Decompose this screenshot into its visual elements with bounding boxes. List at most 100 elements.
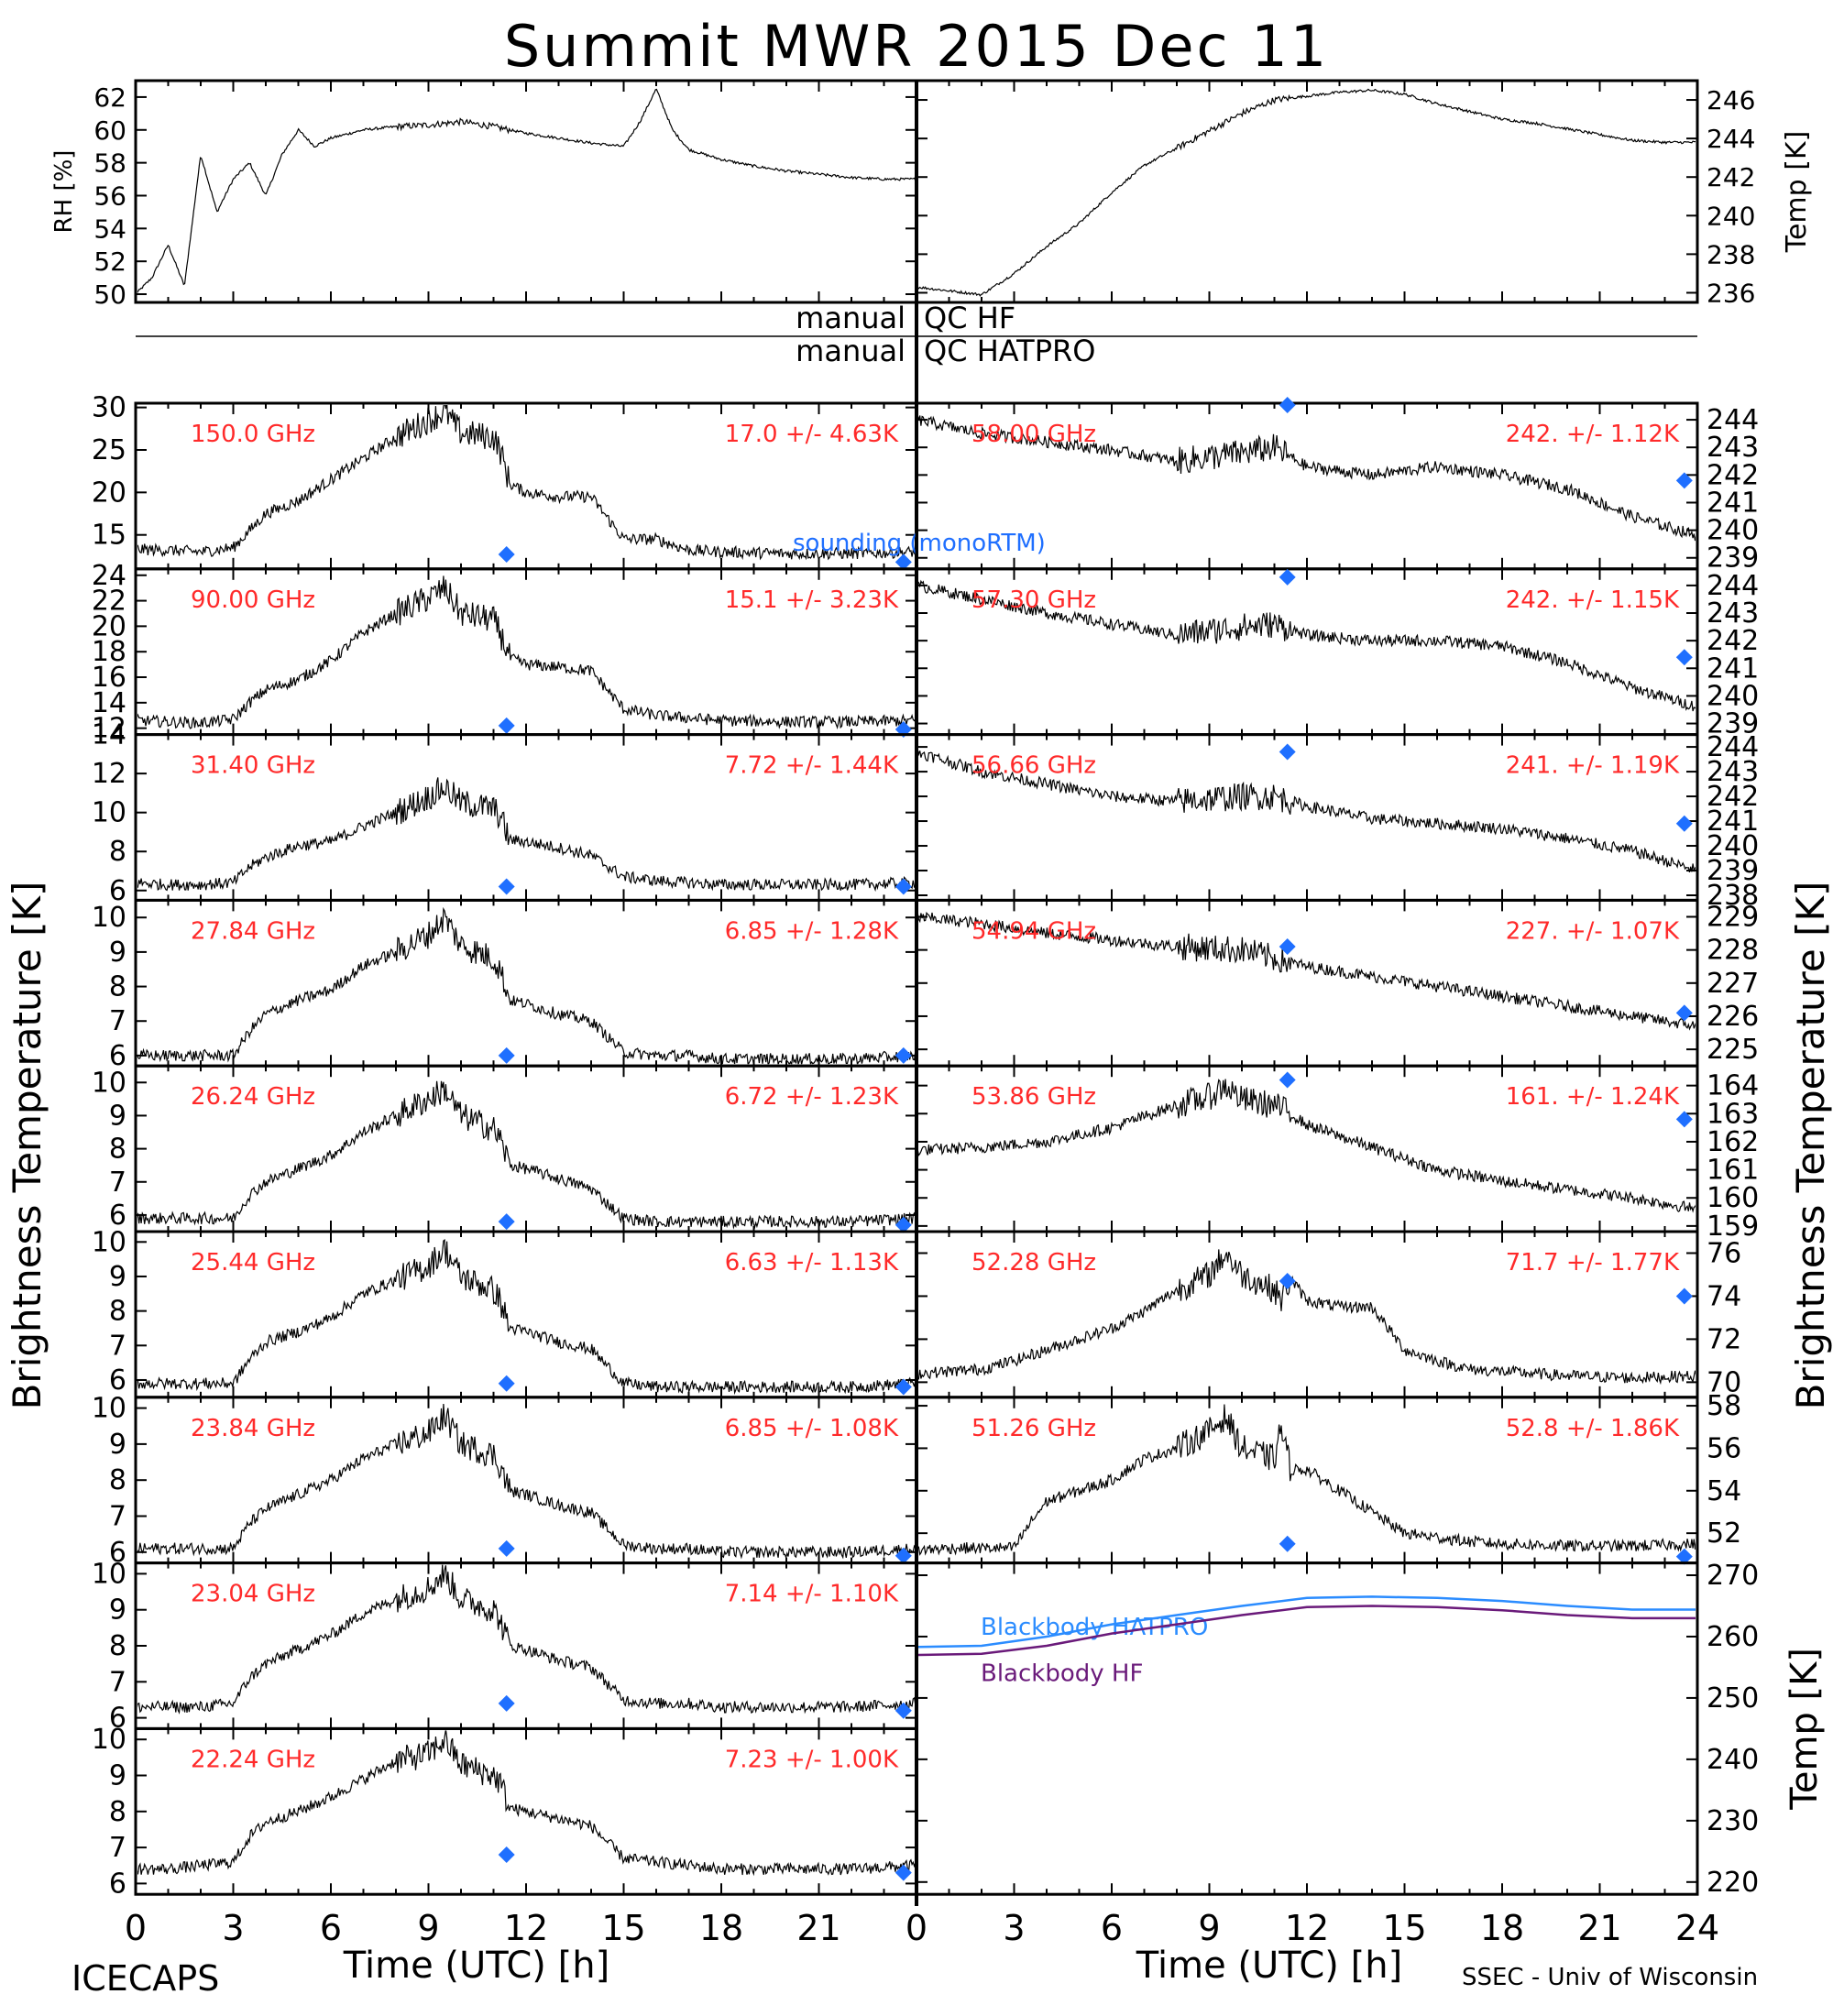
freq-label: 23.04 GHz [191, 1581, 315, 1608]
freq-label: 31.40 GHz [191, 752, 315, 780]
y-tick-label: 270 [1707, 1560, 1759, 1592]
data-trace [137, 575, 915, 729]
y-tick-label: 10 [92, 1558, 126, 1590]
stat-label: 161. +/- 1.24K [1506, 1083, 1680, 1111]
stat-label: 242. +/- 1.15K [1506, 586, 1680, 614]
stat-label: 227. +/- 1.07K [1506, 917, 1680, 945]
qc-hf-label: manual [796, 301, 906, 335]
y-tick-label: 20 [92, 477, 126, 509]
data-trace [918, 750, 1696, 873]
stat-label: 71.7 +/- 1.77K [1506, 1249, 1680, 1276]
freq-label: 51.26 GHz [971, 1415, 1096, 1442]
x-tick-label: 21 [796, 1908, 840, 1948]
sounding-marker [498, 546, 515, 564]
y-tick-label: 52 [93, 247, 126, 277]
y-tick-label: 50 [93, 279, 126, 310]
y-tick-label: 238 [1707, 880, 1759, 912]
y-tick-label: 8 [109, 971, 126, 1003]
y-tick-label: 12 [92, 758, 126, 790]
y-tick-label: 8 [109, 1134, 126, 1166]
y-tick-label: 7 [109, 1501, 126, 1533]
stat-label: 241. +/- 1.19K [1506, 752, 1680, 780]
panel-L8: 6 7 89 10 23.04 GHz 7.14 +/- 1.10K [92, 1558, 918, 1735]
sounding-marker [895, 1216, 912, 1233]
left-ylabel: Brightness Temperature [K] [5, 882, 49, 1410]
sounding-marker [1675, 1111, 1693, 1128]
y-tick-label: 240 [1707, 1744, 1759, 1776]
sounding-marker [895, 1864, 912, 1881]
data-trace [918, 1079, 1696, 1213]
y-tick-label: 22 [92, 586, 126, 618]
sounding-marker [498, 878, 515, 895]
x-tick-label: 12 [1285, 1908, 1329, 1948]
y-tick-label: 230 [1707, 1805, 1759, 1837]
y-tick-label: 6 [109, 875, 126, 907]
y-tick-label: 242 [1707, 162, 1755, 192]
sounding-marker [895, 1046, 912, 1064]
y-tick-label: 229 [1707, 901, 1759, 933]
panel-temp: 236 238 240 242 244 246 Temp [K] [915, 79, 1813, 308]
freq-label: 56.66 GHz [971, 752, 1096, 780]
panel-L7: 6 7 89 10 23.84 GHz 6.85 +/- 1.08K [92, 1393, 918, 1569]
panel-R7: 52 54 56 58 51.26 GHz 52.8 +/- 1.86K [915, 1390, 1741, 1565]
sounding-marker [895, 1702, 912, 1719]
data-trace [137, 1564, 915, 1715]
sounding-marker [1279, 397, 1296, 413]
y-tick-label: 7 [109, 1005, 126, 1037]
y-tick-label: 54 [93, 214, 126, 244]
y-tick-label: 241 [1707, 487, 1759, 519]
y-tick-label: 70 [1707, 1366, 1741, 1398]
y-tick-label: 8 [109, 1296, 126, 1328]
y-tick-label: 24 [92, 560, 126, 592]
y-tick-label: 9 [109, 937, 126, 969]
y-tick-label: 7 [109, 1330, 126, 1362]
freq-label: 54.94 GHz [971, 917, 1096, 945]
y-tick-label: 250 [1707, 1682, 1759, 1715]
y-tick-label: 12 [92, 713, 126, 745]
y-tick-label: 18 [92, 636, 126, 668]
sounding-marker [498, 1046, 515, 1064]
y-tick-label: 220 [1707, 1867, 1759, 1899]
y-tick-label: 54 [1707, 1475, 1741, 1507]
x-tick-label: 3 [1003, 1908, 1025, 1948]
sounding-marker [895, 878, 912, 895]
x-axis-label-right: Time (UTC) [h] [1136, 1945, 1402, 1987]
panel-L1: 15 20 25 30 150.0 GHz 17.0 +/- 4.63K sounding … [92, 392, 1046, 571]
y-tick-label: 240 [1707, 201, 1755, 231]
y-tick-label: 10 [92, 797, 126, 829]
y-tick-label: 10 [92, 1067, 126, 1099]
sounding-marker [1675, 1548, 1693, 1565]
sounding-marker [498, 717, 515, 734]
freq-label: 26.24 GHz [191, 1083, 315, 1111]
y-tick-label: 56 [93, 181, 126, 211]
data-trace [137, 777, 915, 893]
x-tick-label: 21 [1577, 1908, 1621, 1948]
stat-label: 7.14 +/- 1.10K [725, 1581, 899, 1608]
y-tick-label: 163 [1707, 1098, 1759, 1130]
y-tick-label: 16 [92, 662, 126, 694]
y-tick-label: 226 [1707, 1001, 1759, 1033]
stat-label: 242. +/- 1.12K [1506, 421, 1680, 448]
y-tick-label: 14 [92, 687, 126, 719]
y-tick-label: 76 [1707, 1237, 1741, 1269]
chart-title: Summit MWR 2015 Dec 11 [504, 13, 1329, 80]
y-tick-label: 225 [1707, 1034, 1759, 1066]
data-trace [918, 579, 1696, 712]
stat-label: 6.63 +/- 1.13K [725, 1249, 899, 1276]
stat-label: 6.72 +/- 1.23K [725, 1083, 899, 1111]
y-tick-label: 244 [1707, 404, 1759, 436]
sounding-marker [1675, 1004, 1693, 1022]
y-tick-label: 239 [1707, 708, 1759, 740]
panel-frame [915, 79, 1699, 304]
y-tick-label: 243 [1707, 597, 1759, 630]
y-tick-label: 6 [109, 1703, 126, 1735]
x-tick-label: 9 [417, 1908, 439, 1948]
data-trace [137, 906, 915, 1065]
x-tick-label: 0 [906, 1908, 927, 1948]
